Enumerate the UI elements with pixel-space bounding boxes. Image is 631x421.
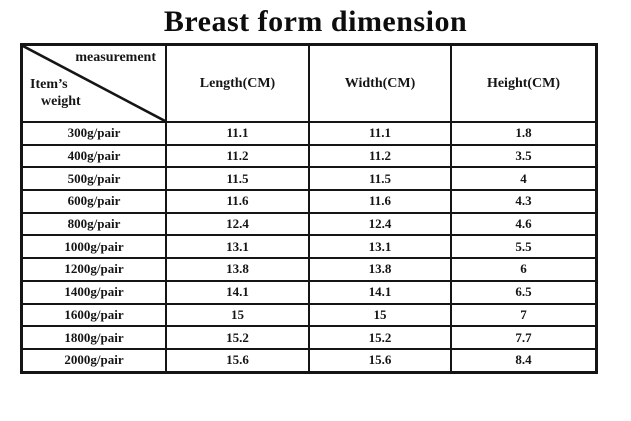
weight-cell: 600g/pair (20, 189, 167, 214)
height-cell: 6.5 (450, 279, 598, 305)
column-header-height: Height(CM) (450, 43, 598, 123)
height-cell: 4 (450, 166, 598, 192)
weight-cell: 1200g/pair (20, 257, 167, 282)
table-row: 1800g/pair 15.2 15.2 7.7 (20, 325, 598, 350)
width-cell: 14.1 (308, 279, 452, 305)
corner-measurement-label: measurement (75, 50, 156, 65)
weight-cell: 800g/pair (20, 211, 167, 237)
height-cell: 7 (450, 302, 598, 328)
table-row: 400g/pair 11.2 11.2 3.5 (20, 143, 598, 169)
length-cell: 12.4 (165, 211, 310, 237)
corner-item-label: Item’s (30, 77, 68, 92)
height-cell: 3.5 (450, 143, 598, 169)
page: Breast form dimension measurement Item’s… (0, 5, 631, 374)
table-row: 1400g/pair 14.1 14.1 6.5 (20, 279, 598, 305)
weight-cell: 1000g/pair (20, 234, 167, 260)
length-cell: 11.1 (165, 121, 310, 146)
length-cell: 11.6 (165, 189, 310, 214)
length-cell: 11.5 (165, 166, 310, 192)
length-cell: 11.2 (165, 143, 310, 169)
table-row: 1000g/pair 13.1 13.1 5.5 (20, 234, 598, 260)
diagonal-divider-line (23, 46, 165, 121)
table-row: 800g/pair 12.4 12.4 4.6 (20, 211, 598, 237)
table-row: 300g/pair 11.1 11.1 1.8 (20, 121, 598, 146)
weight-cell: 400g/pair (20, 143, 167, 169)
table-row: 600g/pair 11.6 11.6 4.3 (20, 189, 598, 214)
length-cell: 15 (165, 302, 310, 328)
length-cell: 14.1 (165, 279, 310, 305)
height-cell: 1.8 (450, 121, 598, 146)
height-cell: 8.4 (450, 347, 598, 374)
width-cell: 13.8 (308, 257, 452, 282)
height-cell: 5.5 (450, 234, 598, 260)
width-cell: 13.1 (308, 234, 452, 260)
height-cell: 6 (450, 257, 598, 282)
width-cell: 11.1 (308, 121, 452, 146)
height-cell: 4.6 (450, 211, 598, 237)
weight-cell: 1800g/pair (20, 325, 167, 350)
length-cell: 15.2 (165, 325, 310, 350)
page-title: Breast form dimension (163, 5, 468, 38)
width-cell: 15.6 (308, 347, 452, 374)
length-cell: 13.8 (165, 257, 310, 282)
weight-cell: 300g/pair (20, 121, 167, 146)
weight-cell: 1600g/pair (20, 302, 167, 328)
column-header-length: Length(CM) (165, 43, 310, 123)
column-header-width: Width(CM) (308, 43, 452, 123)
weight-cell: 2000g/pair (20, 347, 167, 374)
weight-cell: 1400g/pair (20, 279, 167, 305)
length-cell: 15.6 (165, 347, 310, 374)
height-cell: 4.3 (450, 189, 598, 214)
table-body: 300g/pair 11.1 11.1 1.8 400g/pair 11.2 1… (20, 121, 598, 374)
width-cell: 11.5 (308, 166, 452, 192)
header-row: measurement Item’s weight Length(CM) Wid… (20, 43, 598, 123)
width-cell: 12.4 (308, 211, 452, 237)
table-row: 2000g/pair 15.6 15.6 8.4 (20, 347, 598, 374)
table-row: 1600g/pair 15 15 7 (20, 302, 598, 328)
height-cell: 7.7 (450, 325, 598, 350)
dimension-table: measurement Item’s weight Length(CM) Wid… (20, 43, 598, 374)
table-row: 1200g/pair 13.8 13.8 6 (20, 257, 598, 282)
corner-weight-label: weight (41, 94, 81, 109)
width-cell: 15 (308, 302, 452, 328)
width-cell: 11.6 (308, 189, 452, 214)
width-cell: 15.2 (308, 325, 452, 350)
weight-cell: 500g/pair (20, 166, 167, 192)
table-row: 500g/pair 11.5 11.5 4 (20, 166, 598, 192)
corner-header-cell: measurement Item’s weight (20, 43, 167, 123)
length-cell: 13.1 (165, 234, 310, 260)
width-cell: 11.2 (308, 143, 452, 169)
